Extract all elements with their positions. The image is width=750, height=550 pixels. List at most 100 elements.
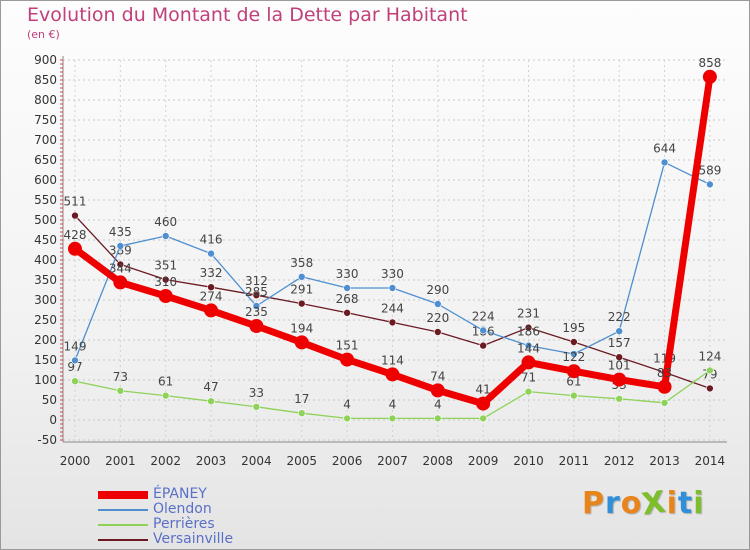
data-point-versainville (116, 260, 125, 269)
data-point-olendon (570, 350, 578, 358)
x-tick-label: 2006 (332, 454, 363, 468)
x-tick-label: 2008 (423, 454, 454, 468)
x-tick-label: 2003 (196, 454, 227, 468)
data-point-versainville (252, 291, 261, 300)
data-point--paney (113, 275, 128, 290)
data-point-perri-res (615, 394, 624, 403)
y-tick-label: 750 (34, 113, 57, 127)
y-tick-label: 550 (34, 193, 57, 207)
x-tick-label: 2000 (60, 454, 91, 468)
data-label--paney: 101 (608, 359, 631, 373)
x-tick-label: 2002 (150, 454, 181, 468)
data-point-olendon (433, 300, 442, 308)
y-tick-label: 500 (34, 213, 57, 227)
data-label-olendon: 285 (245, 285, 268, 299)
data-label-olendon: 149 (64, 339, 87, 353)
legend-swatch (98, 539, 148, 541)
x-tick-label: 2013 (649, 454, 680, 468)
data-label-perri-res: 73 (113, 370, 128, 384)
data-label-perri-res: 47 (203, 380, 218, 394)
data-label-olendon: 186 (517, 325, 540, 339)
data-point--paney (294, 335, 309, 350)
x-tick-label: 2012 (604, 454, 635, 468)
data-point-perri-res (433, 414, 442, 423)
data-point-versainville (433, 328, 442, 336)
data-point-perri-res (71, 377, 79, 386)
data-point-versainville (570, 338, 578, 346)
data-point-versainville (479, 341, 487, 350)
legend-swatch (98, 524, 148, 526)
y-tick-label: 900 (34, 53, 57, 67)
data-point-olendon (207, 249, 215, 258)
data-point-perri-res (660, 398, 669, 407)
legend-label: Olendon (153, 501, 212, 517)
data-point--paney (385, 367, 400, 382)
data-label-versainville: 244 (381, 301, 404, 315)
y-tick-label: 50 (42, 393, 57, 407)
data-label-olendon: 460 (154, 215, 177, 229)
data-label--paney: 114 (381, 353, 404, 367)
data-label--paney: 858 (698, 56, 721, 70)
x-tick-label: 2010 (513, 454, 544, 468)
data-label-olendon: 416 (200, 233, 223, 247)
data-label-olendon: 644 (653, 141, 676, 155)
data-point--paney (68, 241, 82, 256)
data-point-olendon (116, 242, 125, 250)
data-point-versainville (343, 308, 351, 317)
data-label-versainville: 291 (290, 283, 313, 297)
data-point-perri-res (570, 391, 578, 400)
legend-label: Versainville (153, 531, 234, 547)
proxiti-logo: ProXiti (582, 484, 705, 523)
data-label-perri-res: 4 (389, 397, 397, 411)
x-tick-label: 2001 (105, 454, 136, 468)
chart-subtitle: (en €) (27, 28, 60, 41)
data-point-perri-res (388, 414, 397, 423)
data-label-olendon: 224 (472, 309, 495, 323)
y-tick-label: 100 (34, 373, 57, 387)
data-point-versainville (161, 275, 170, 284)
data-point--paney (702, 69, 717, 84)
y-tick-label: 0 (49, 413, 57, 427)
data-label-versainville: 332 (200, 266, 223, 280)
data-label-versainville: 312 (245, 274, 268, 288)
data-point-olendon (71, 356, 79, 365)
y-tick-label: 650 (34, 153, 57, 167)
y-tick-label: 800 (34, 93, 57, 107)
data-label-versainville: 231 (517, 307, 540, 321)
data-label-versainville: 268 (336, 292, 359, 306)
data-label--paney: 74 (430, 369, 445, 383)
x-tick-label: 2011 (559, 454, 590, 468)
data-point--paney (158, 289, 173, 303)
y-tick-label: 250 (34, 313, 57, 327)
x-tick-label: 2009 (468, 454, 499, 468)
y-tick-label: 350 (34, 273, 57, 287)
data-point--paney (430, 383, 445, 398)
data-label--paney: 194 (290, 321, 313, 335)
data-point-perri-res (116, 386, 125, 395)
data-point-olendon (524, 341, 533, 350)
data-label-perri-res: 33 (249, 386, 264, 400)
data-point-olendon (615, 327, 624, 336)
data-label-perri-res: 17 (294, 392, 309, 406)
data-label-perri-res: 4 (434, 397, 442, 411)
y-tick-label: 700 (34, 133, 57, 147)
y-tick-label: 850 (34, 73, 57, 87)
data-label-olendon: 589 (698, 163, 721, 177)
data-point-olendon (479, 326, 487, 335)
data-label-olendon: 290 (426, 283, 449, 297)
data-label-versainville: 220 (426, 311, 449, 325)
data-label-versainville: 389 (109, 243, 132, 257)
y-tick-label: 400 (34, 253, 57, 267)
legend-label: ÉPANEY (153, 486, 207, 502)
y-tick-label: -50 (37, 433, 57, 447)
data-label-perri-res: 4 (343, 397, 351, 411)
data-label-olendon: 435 (109, 225, 132, 239)
chart-title: Evolution du Montant de la Dette par Hab… (27, 4, 468, 26)
data-point--paney (521, 355, 536, 370)
data-label-versainville: 157 (608, 336, 631, 350)
data-point-perri-res (297, 409, 306, 418)
data-label-perri-res: 61 (566, 375, 581, 389)
data-point-olendon (161, 232, 170, 240)
